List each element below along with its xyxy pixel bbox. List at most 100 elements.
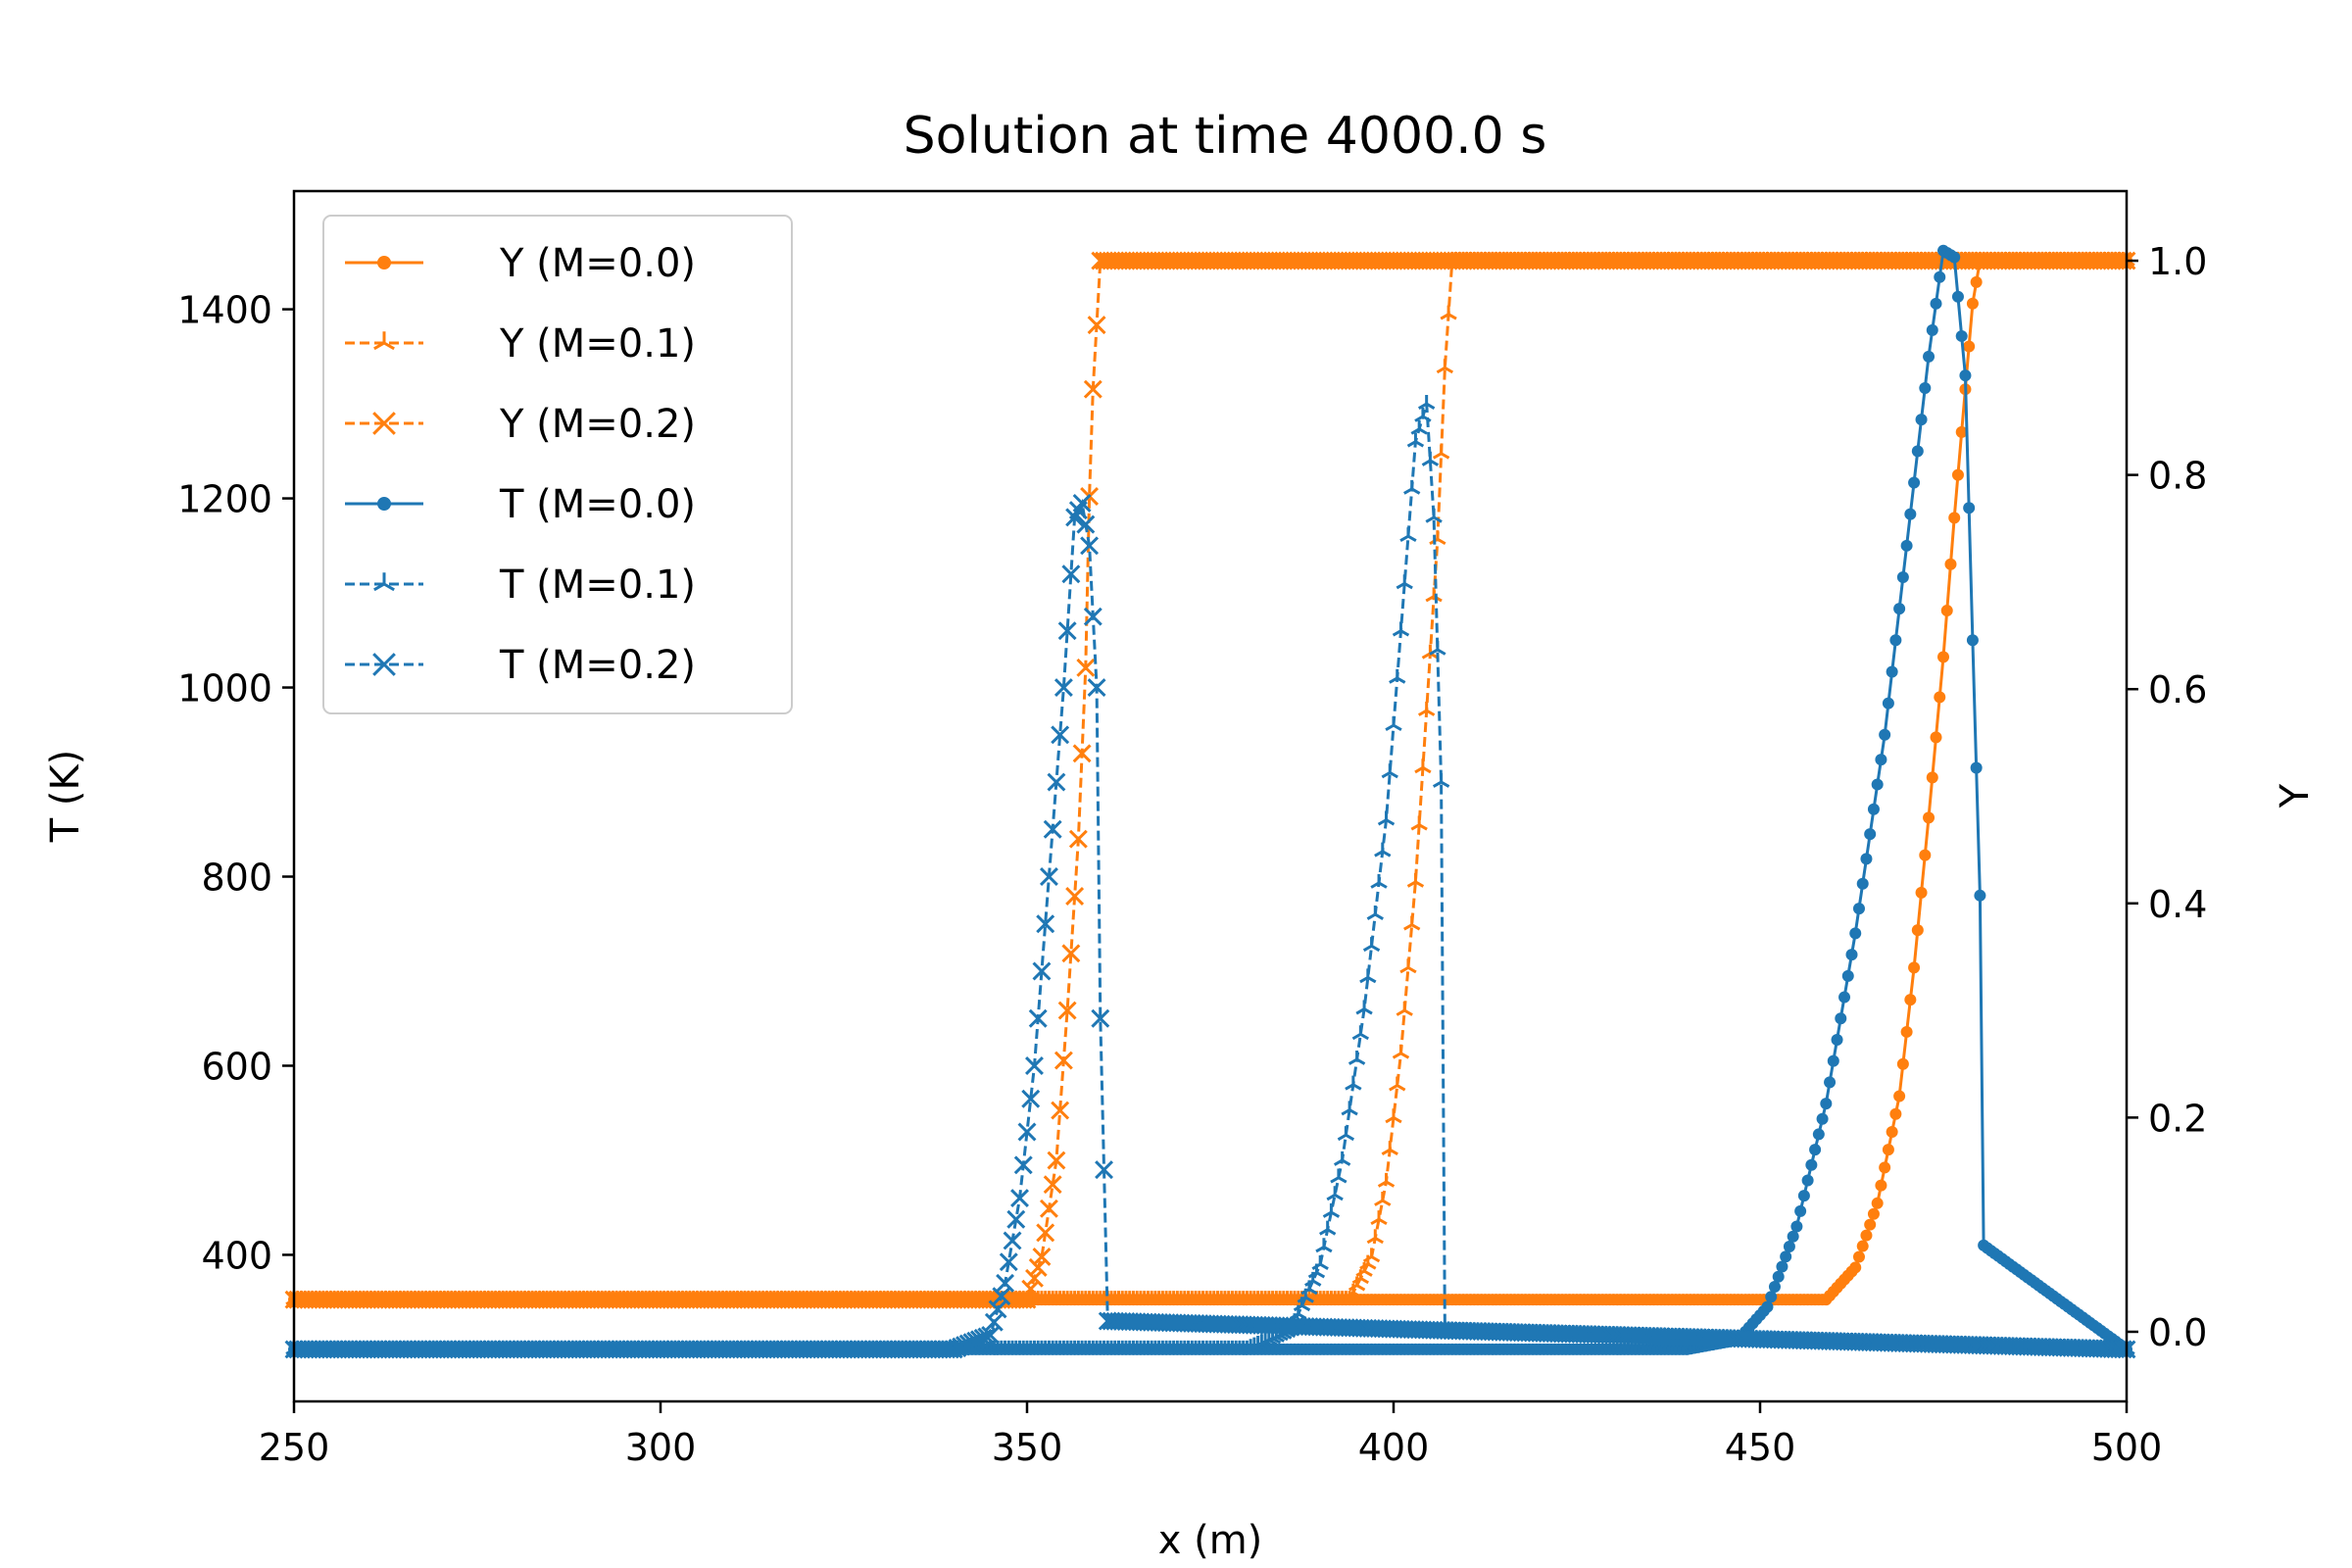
data-point bbox=[1311, 1255, 1329, 1270]
data-point bbox=[1389, 1076, 1406, 1092]
data-point bbox=[1392, 621, 1410, 637]
data-point bbox=[1083, 607, 1102, 626]
data-point bbox=[1871, 1197, 1884, 1209]
data-point bbox=[1955, 329, 1968, 342]
series-line bbox=[294, 498, 2128, 1351]
data-point bbox=[2113, 251, 2132, 270]
data-point bbox=[1072, 744, 1092, 763]
data-point bbox=[1392, 1044, 1410, 1059]
data-point bbox=[1087, 316, 1106, 335]
data-point bbox=[1028, 1257, 1048, 1277]
data-point bbox=[1893, 1090, 1906, 1102]
data-point bbox=[1414, 407, 1432, 422]
data-point bbox=[1054, 678, 1073, 698]
data-point bbox=[981, 1325, 1001, 1345]
data-point bbox=[1417, 394, 1436, 410]
data-point bbox=[1374, 842, 1392, 858]
data-point bbox=[1886, 1125, 1898, 1138]
data-point bbox=[1068, 829, 1088, 849]
data-point bbox=[1768, 1281, 1781, 1294]
data-point bbox=[1080, 536, 1100, 556]
legend-marker bbox=[372, 653, 396, 676]
data-point bbox=[1812, 1128, 1825, 1141]
legend-label: Y (M=0.2) bbox=[499, 402, 696, 447]
data-point bbox=[1761, 1300, 1774, 1313]
series-3 bbox=[284, 251, 2136, 1309]
legend-entry: T (M=0.2) bbox=[345, 643, 696, 688]
data-point bbox=[988, 1299, 1007, 1319]
data-point bbox=[1047, 772, 1066, 792]
data-point bbox=[1860, 853, 1873, 865]
data-point bbox=[1036, 1223, 1055, 1243]
data-point bbox=[1915, 414, 1928, 426]
data-point bbox=[1783, 1241, 1795, 1253]
legend: Y (M=0.0) Y (M=0.1) Y (M=0.2) T (M=0.0) T (M… bbox=[322, 215, 793, 714]
data-point bbox=[1021, 1279, 1041, 1298]
data-point bbox=[1440, 305, 1457, 320]
data-point bbox=[1889, 1107, 1902, 1120]
data-point bbox=[1948, 512, 1961, 524]
data-point bbox=[1955, 425, 1968, 438]
data-point bbox=[1805, 1158, 1818, 1171]
data-point bbox=[1790, 1220, 1803, 1233]
data-point bbox=[1054, 1051, 1073, 1070]
data-point bbox=[1900, 1025, 1913, 1038]
x-tick-label: 450 bbox=[1725, 1426, 1796, 1469]
data-point bbox=[1436, 359, 1454, 374]
data-point bbox=[992, 1287, 1011, 1306]
data-point bbox=[1399, 958, 1417, 974]
data-point bbox=[1362, 1248, 1381, 1263]
x-tick-label: 500 bbox=[2091, 1426, 2163, 1469]
series-layer bbox=[284, 244, 2136, 1359]
legend-entry: Y (M=0.0) bbox=[345, 241, 696, 286]
data-point bbox=[1414, 759, 1432, 774]
data-point bbox=[1333, 1151, 1351, 1166]
data-point bbox=[1013, 1155, 1033, 1175]
data-point bbox=[1396, 574, 1413, 590]
data-point bbox=[1919, 382, 1932, 395]
legend-label: Y (M=0.1) bbox=[499, 321, 696, 367]
data-point bbox=[1780, 1250, 1792, 1263]
y-tick-left-label: 1000 bbox=[177, 667, 272, 710]
data-point bbox=[1896, 1057, 1909, 1070]
data-point bbox=[1039, 1199, 1058, 1218]
data-point bbox=[1017, 1122, 1037, 1142]
data-point bbox=[1076, 658, 1096, 677]
data-point bbox=[1852, 903, 1865, 915]
data-point bbox=[1801, 1174, 1814, 1187]
data-point bbox=[1389, 668, 1406, 684]
data-point bbox=[1385, 1108, 1402, 1124]
data-point bbox=[1374, 1191, 1392, 1206]
x-tick-label: 250 bbox=[259, 1426, 330, 1469]
y-tick-right-label: 1.0 bbox=[2148, 240, 2207, 283]
data-point bbox=[1879, 1161, 1891, 1174]
data-point bbox=[1061, 944, 1081, 963]
data-point bbox=[1377, 810, 1396, 826]
data-point bbox=[1403, 479, 1421, 495]
data-point bbox=[1908, 476, 1921, 489]
data-point bbox=[1017, 1290, 1037, 1309]
legend-label: T (M=0.1) bbox=[499, 563, 696, 608]
data-point bbox=[2110, 251, 2129, 270]
data-point bbox=[2113, 1340, 2132, 1359]
data-point bbox=[1940, 605, 1953, 617]
data-point bbox=[1904, 508, 1917, 520]
data-point bbox=[1036, 914, 1055, 934]
data-point bbox=[1959, 369, 1972, 382]
data-point bbox=[1809, 1144, 1822, 1156]
legend-label: T (M=0.2) bbox=[499, 643, 696, 688]
data-point bbox=[1083, 379, 1102, 399]
data-point bbox=[1951, 290, 1964, 303]
data-point bbox=[1951, 468, 1964, 481]
data-point bbox=[1065, 887, 1085, 906]
y-tick-left-label: 400 bbox=[201, 1234, 272, 1277]
data-point bbox=[1057, 621, 1077, 641]
data-point bbox=[1057, 1001, 1077, 1020]
data-point bbox=[1974, 889, 1986, 902]
legend-entry: T (M=0.1) bbox=[345, 563, 696, 608]
data-point bbox=[1948, 251, 1961, 264]
data-point bbox=[1772, 1270, 1785, 1283]
data-point bbox=[1421, 451, 1440, 466]
data-point bbox=[1432, 772, 1450, 788]
data-point bbox=[1061, 564, 1081, 584]
